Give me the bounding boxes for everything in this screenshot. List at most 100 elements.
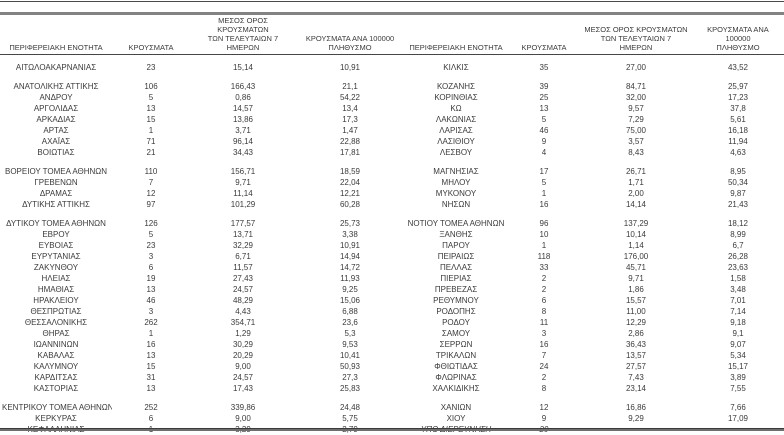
per100k-cell: 17,3: [296, 114, 404, 125]
per100k-cell: 9,53: [296, 339, 404, 350]
header-per100k-line1: ΚΡΟΥΣΜΑΤΑ ΑΝΑ 100000: [694, 25, 782, 43]
per100k-cell: 3,38: [296, 229, 404, 240]
region-cell: ΚΟΖΑΝΗΣ: [404, 81, 508, 92]
region-cell: ΔΥΤΙΚΟΥ ΤΟΜΕΑ ΑΘΗΝΩΝ: [0, 218, 112, 229]
cases-cell: 1: [508, 188, 580, 199]
region-cell: ΘΕΣΣΑΛΟΝΙΚΗΣ: [0, 317, 112, 328]
per100k-cell: 26,28: [692, 251, 784, 262]
region-cell: ΑΝΑΤΟΛΙΚΗΣ ΑΤΤΙΚΗΣ: [0, 81, 112, 92]
cases-cell: 17: [508, 166, 580, 177]
region-cell: ΑΡΚΑΔΙΑΣ: [0, 114, 112, 125]
cases-cell: 19: [112, 273, 190, 284]
region-cell: ΕΥΡΥΤΑΝΙΑΣ: [0, 251, 112, 262]
group-spacer-row: [0, 158, 784, 166]
cases-cell: 46: [508, 125, 580, 136]
avg7-cell: 11,14: [190, 188, 296, 199]
avg7-cell: 34,43: [190, 147, 296, 158]
avg7-cell: 36,43: [580, 339, 692, 350]
cases-cell: 39: [508, 81, 580, 92]
per100k-cell: 17,81: [296, 147, 404, 158]
header-avg7-line1: ΜΕΣΟΣ ΟΡΟΣ ΚΡΟΥΣΜΑΤΩΝ: [192, 16, 294, 34]
avg7-cell: 9,00: [190, 413, 296, 424]
header-region-right: ΠΕΡΙΦΕΡΕΙΑΚΗ ΕΝΟΤΗΤΑ: [404, 16, 508, 55]
per100k-cell: 25,83: [296, 383, 404, 394]
avg7-cell: 9,71: [580, 273, 692, 284]
region-cell: ΒΟΙΩΤΙΑΣ: [0, 147, 112, 158]
region-cell: ΚΩ: [404, 103, 508, 114]
cases-cell: 6: [508, 295, 580, 306]
cases-cell: 6: [112, 262, 190, 273]
cases-cell: 2: [508, 284, 580, 295]
per100k-cell: 60,28: [296, 199, 404, 210]
avg7-cell: 177,57: [190, 218, 296, 229]
region-cell: ΚΑΒΑΛΑΣ: [0, 350, 112, 361]
header-per100k-line2: ΠΛΗΘΥΣΜΟ: [694, 43, 782, 52]
cases-cell: 1: [112, 328, 190, 339]
per100k-cell: 9,87: [692, 188, 784, 199]
header-cases-left: ΚΡΟΥΣΜΑΤΑ: [112, 16, 190, 55]
cases-cell: 13: [112, 103, 190, 114]
avg7-cell: 9,71: [190, 177, 296, 188]
region-cell: ΘΕΣΠΡΩΤΙΑΣ: [0, 306, 112, 317]
avg7-cell: 11,00: [580, 306, 692, 317]
header-region-label: ΠΕΡΙΦΕΡΕΙΑΚΗ ΕΝΟΤΗΤΑ: [406, 43, 506, 52]
cases-cell: 7: [112, 177, 190, 188]
avg7-cell: 17,43: [190, 383, 296, 394]
avg7-cell: 27,57: [580, 361, 692, 372]
avg7-cell: 9,29: [580, 413, 692, 424]
per100k-cell: 37,8: [692, 103, 784, 114]
cases-cell: 3: [508, 328, 580, 339]
header-per100k-left: ΚΡΟΥΣΜΑΤΑ ΑΝΑ 100000 ΠΛΗΘΥΣΜΟ: [296, 16, 404, 55]
cases-cell: 8: [508, 306, 580, 317]
cases-cell: 10: [508, 229, 580, 240]
per100k-cell: 5,34: [692, 350, 784, 361]
per100k-cell: 8,95: [692, 166, 784, 177]
region-cell: ΠΙΕΡΙΑΣ: [404, 273, 508, 284]
cases-cell: 46: [112, 295, 190, 306]
per100k-cell: 10,41: [296, 350, 404, 361]
region-cell: ΗΛΕΙΑΣ: [0, 273, 112, 284]
region-cell: ΜΗΛΟΥ: [404, 177, 508, 188]
cases-cell: 33: [508, 262, 580, 273]
region-cell: ΧΑΛΚΙΔΙΚΗΣ: [404, 383, 508, 394]
cases-cell: 7: [508, 350, 580, 361]
cases-cell: 96: [508, 218, 580, 229]
cases-cell: 25: [508, 92, 580, 103]
cases-cell: 35: [508, 62, 580, 73]
avg7-cell: 1,29: [190, 328, 296, 339]
per100k-cell: 22,04: [296, 177, 404, 188]
bottom-rule: [0, 428, 784, 431]
avg7-cell: 2,86: [580, 328, 692, 339]
per100k-cell: 9,25: [296, 284, 404, 295]
region-cell: ΛΑΣΙΘΙΟΥ: [404, 136, 508, 147]
header-cases-label: ΚΡΟΥΣΜΑΤΑ: [114, 43, 188, 52]
avg7-cell: 14,57: [190, 103, 296, 114]
avg7-cell: 16,86: [580, 402, 692, 413]
region-cell: ΛΑΡΙΣΑΣ: [404, 125, 508, 136]
region-cell: ΔΡΑΜΑΣ: [0, 188, 112, 199]
cases-cell: 5: [112, 229, 190, 240]
avg7-cell: 156,71: [190, 166, 296, 177]
per100k-cell: 17,09: [692, 413, 784, 424]
cases-cell: 16: [508, 199, 580, 210]
cases-cell: 118: [508, 251, 580, 262]
region-cell: ΗΜΑΘΙΑΣ: [0, 284, 112, 295]
region-cell: ΒΟΡΕΙΟΥ ΤΟΜΕΑ ΑΘΗΝΩΝ: [0, 166, 112, 177]
per100k-cell: 9,1: [692, 328, 784, 339]
avg7-cell: 7,43: [580, 372, 692, 383]
header-avg7-right: ΜΕΣΟΣ ΟΡΟΣ ΚΡΟΥΣΜΑΤΩΝ ΤΩΝ ΤΕΛΕΥΤΑΙΩΝ 7 Η…: [580, 16, 692, 55]
per100k-cell: 9,07: [692, 339, 784, 350]
region-cell: ΖΑΚΥΝΘΟΥ: [0, 262, 112, 273]
header-row: ΠΕΡΙΦΕΡΕΙΑΚΗ ΕΝΟΤΗΤΑ ΚΡΟΥΣΜΑΤΑ ΜΕΣΟΣ ΟΡΟ…: [0, 16, 784, 55]
avg7-cell: 3,57: [580, 136, 692, 147]
